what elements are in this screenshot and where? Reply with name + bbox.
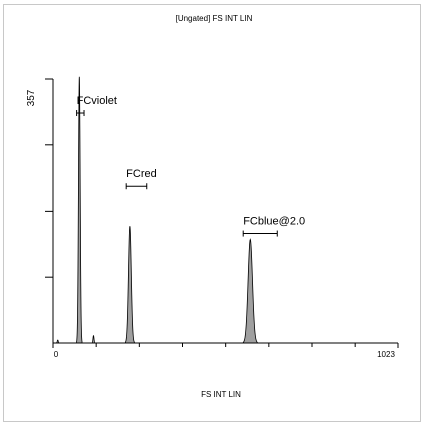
histogram-peak-3	[242, 238, 258, 344]
gate-label-1: FCviolet	[77, 95, 117, 107]
chart-title: [Ungated] FS INT LIN	[176, 14, 253, 23]
histogram-peak-1	[76, 76, 83, 344]
gate-label-3: FCblue@2.0	[243, 216, 305, 228]
histogram-peak-2	[124, 226, 135, 344]
histogram-chart: [Ungated] FS INT LIN FCviolet FCred FCblue…	[26, 14, 399, 399]
x-tick-label-max: 1023	[377, 350, 395, 359]
histogram-peak-4	[91, 335, 96, 344]
histogram-window: [Ungated] FS INT LIN FCviolet FCred FCblue…	[3, 4, 421, 422]
x-tick-label-min: 0	[54, 350, 59, 359]
gate-label-2: FCred	[126, 168, 157, 180]
plot-area: FCviolet FCred FCblue@2.0	[45, 76, 399, 348]
y-tick-label-max: 357	[26, 89, 37, 106]
x-axis-label: FS INT LIN	[201, 390, 241, 399]
